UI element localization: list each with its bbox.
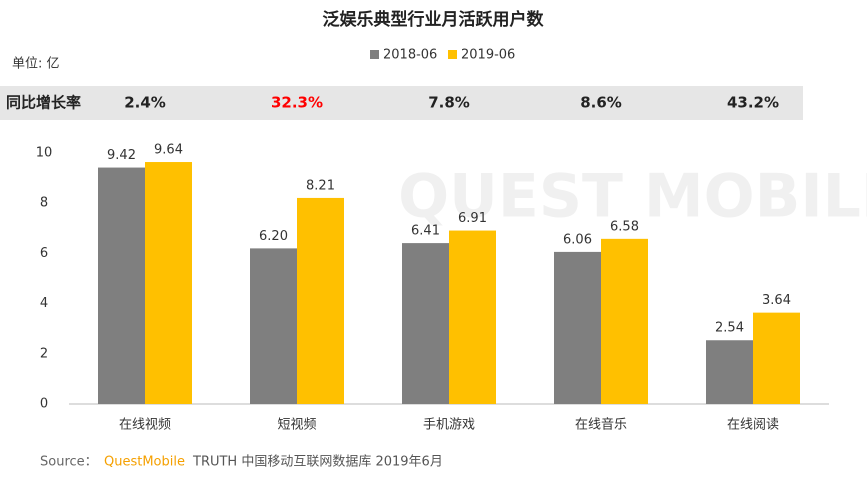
bar — [601, 238, 648, 404]
source-brand: QuestMobile — [104, 455, 185, 470]
bar — [402, 243, 449, 404]
growth-value: 8.6% — [580, 94, 622, 112]
data-label: 6.06 — [563, 232, 592, 247]
legend-label: 2018-06 — [383, 48, 437, 63]
legend-swatch — [370, 50, 379, 59]
y-tick-label: 8 — [40, 196, 48, 211]
data-label: 2.54 — [715, 321, 744, 336]
data-label: 6.20 — [259, 229, 288, 244]
growth-band — [0, 86, 803, 120]
y-tick-label: 4 — [40, 296, 48, 311]
growth-label: 同比增长率 — [6, 94, 81, 112]
bar — [297, 197, 344, 404]
data-label: 6.41 — [411, 224, 440, 239]
source-prefix: Source： — [40, 455, 98, 470]
bar — [98, 167, 145, 404]
growth-value: 7.8% — [428, 94, 470, 112]
x-tick-label: 在线视频 — [119, 418, 171, 433]
y-tick-label: 2 — [40, 346, 48, 361]
data-label: 9.64 — [154, 143, 183, 158]
y-tick-label: 10 — [36, 146, 53, 161]
y-tick-label: 0 — [40, 397, 48, 412]
x-tick-label: 在线音乐 — [575, 417, 627, 433]
data-label: 6.58 — [610, 219, 639, 234]
y-tick-label: 6 — [40, 246, 48, 261]
watermark: QUEST MOBILE — [398, 162, 867, 232]
bar — [449, 230, 496, 404]
growth-value: 2.4% — [124, 94, 166, 112]
bar — [753, 312, 800, 404]
bar — [706, 340, 753, 404]
bar — [145, 162, 192, 404]
legend-swatch — [448, 50, 457, 59]
legend-label: 2019-06 — [461, 48, 515, 63]
data-label: 6.91 — [458, 211, 487, 226]
bar — [554, 251, 601, 404]
data-label: 9.42 — [107, 148, 136, 163]
x-tick-label: 在线阅读 — [727, 418, 779, 433]
bar — [250, 248, 297, 404]
unit-label: 单位: 亿 — [12, 57, 60, 72]
chart-title: 泛娱乐典型行业月活跃用户数 — [323, 9, 545, 30]
source-text: TRUTH 中国移动互联网数据库 2019年6月 — [192, 454, 443, 470]
growth-value: 32.3% — [271, 94, 323, 112]
data-label: 8.21 — [306, 178, 335, 193]
growth-value: 43.2% — [727, 94, 779, 112]
x-tick-label: 手机游戏 — [423, 418, 475, 433]
data-label: 3.64 — [762, 293, 791, 308]
x-tick-label: 短视频 — [277, 418, 316, 433]
